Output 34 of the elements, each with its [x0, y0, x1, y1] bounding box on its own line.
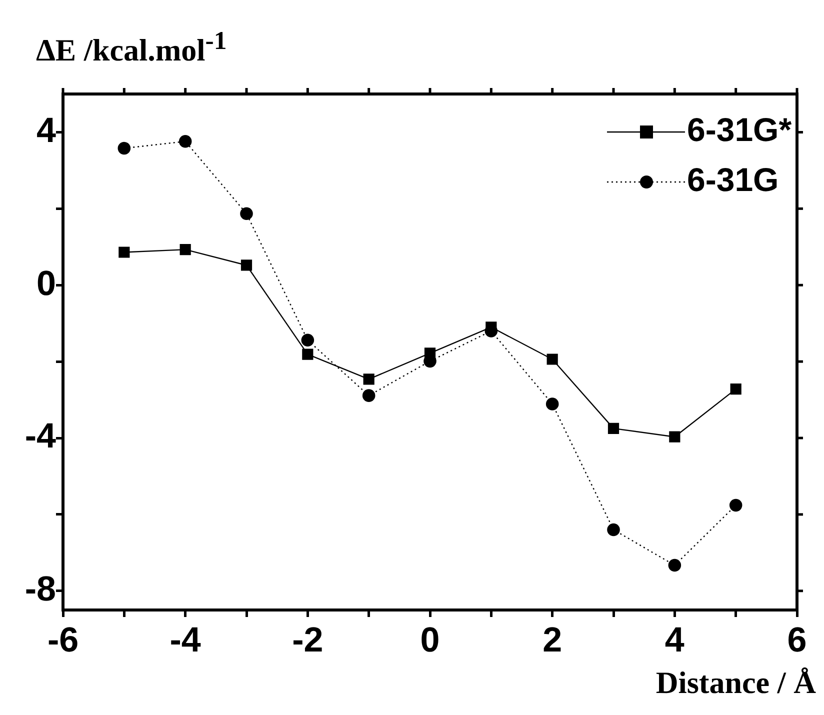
x-tick-label: -4: [170, 620, 202, 660]
x-tick-label: 2: [542, 620, 562, 660]
point: [424, 348, 436, 359]
point: [730, 384, 742, 395]
point: [240, 207, 253, 220]
x-axis-title: Distance / Å: [656, 665, 816, 701]
point: [546, 398, 559, 410]
y-tick-label: 0: [36, 264, 56, 303]
legend-label: 6-31G*: [687, 111, 792, 148]
point: [607, 523, 620, 536]
point: [240, 260, 252, 271]
point: [302, 348, 314, 360]
point: [118, 246, 130, 258]
point: [608, 422, 620, 434]
x-tick-label: -2: [292, 620, 324, 660]
point: [363, 374, 374, 385]
y-axis-title: ΔE /kcal.mol$^{-1}$: [36, 26, 227, 68]
point: [669, 431, 680, 442]
y-tick-label: -4: [24, 416, 57, 456]
point: [178, 134, 192, 148]
point: [362, 389, 376, 402]
point: [546, 354, 558, 365]
point: [180, 244, 191, 256]
point: [301, 334, 314, 347]
x-tick-label: 4: [664, 620, 685, 660]
point: [118, 142, 131, 155]
point: [668, 558, 682, 572]
x-tick-label: 0: [420, 620, 440, 660]
y-tick-label: 4: [36, 110, 57, 150]
x-tick-label: 6: [787, 620, 807, 660]
y-tick-label: -8: [24, 570, 56, 609]
x-tick-label: -6: [47, 620, 79, 660]
legend-label: 6-31G: [687, 161, 779, 198]
point: [729, 498, 742, 512]
